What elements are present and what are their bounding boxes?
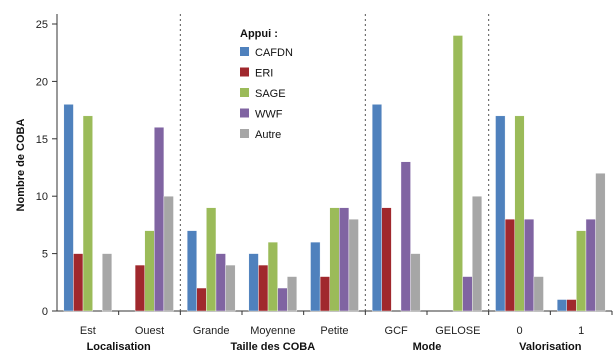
x-tick-label: GELOSE <box>435 325 480 337</box>
x-tick-label: 1 <box>578 325 584 337</box>
bar-sage <box>329 207 340 312</box>
legend-label-cafdn: CAFDN <box>255 47 293 59</box>
bar-wwf <box>524 218 535 312</box>
bar-wwf <box>215 253 226 312</box>
bar-cafdn <box>248 253 259 312</box>
y-tick-label: 10 <box>36 191 48 203</box>
x-tick-label: Ouest <box>135 325 164 337</box>
bar-eri <box>134 264 145 312</box>
bar-autre <box>595 173 606 312</box>
x-tick-label: Petite <box>320 325 348 337</box>
bar-sage <box>576 230 587 312</box>
bar-wwf <box>400 161 411 312</box>
bar-wwf <box>462 276 473 312</box>
y-tick-label: 20 <box>36 76 48 88</box>
legend-label-sage: SAGE <box>255 88 286 100</box>
bar-sage <box>144 230 155 312</box>
bar-cafdn <box>371 104 382 312</box>
legend-title: Appui : <box>240 28 278 40</box>
legend-swatch-sage <box>240 88 249 97</box>
x-tick-label: 0 <box>516 325 522 337</box>
bar-eri <box>504 218 515 312</box>
bar-autre <box>102 253 113 312</box>
bar-wwf <box>154 127 165 312</box>
bar-autre <box>348 218 359 312</box>
bar-sage <box>82 115 93 312</box>
bar-eri <box>73 253 84 312</box>
bar-eri <box>196 287 207 312</box>
bar-autre <box>163 195 174 312</box>
bar-eri <box>258 264 269 312</box>
bar-autre <box>287 276 298 312</box>
bar-eri <box>566 299 577 312</box>
legend-label-eri: ERI <box>255 68 273 80</box>
legend-swatch-autre <box>240 129 249 138</box>
x-tick-label: Grande <box>193 325 230 337</box>
bar-cafdn <box>310 241 321 312</box>
bar-sage <box>267 241 278 312</box>
bar-wwf <box>277 287 288 312</box>
bar-sage <box>514 115 525 312</box>
x-tick-label: GCF <box>385 325 409 337</box>
legend-swatch-wwf <box>240 108 249 118</box>
bar-autre <box>533 276 544 312</box>
bar-autre <box>225 264 236 312</box>
legend-label-autre: Autre <box>255 129 281 141</box>
bar-eri <box>319 276 330 312</box>
legend-swatch-eri <box>240 67 249 77</box>
bar-eri <box>381 207 392 312</box>
legend: Appui : CAFDN ERI SAGE WWF Autre <box>240 28 293 141</box>
group-label: Localisation <box>87 341 151 353</box>
bar-cafdn <box>495 115 506 312</box>
y-tick-label: 5 <box>42 249 48 261</box>
bar-wwf <box>585 218 596 312</box>
y-tick-label: 0 <box>42 306 48 318</box>
x-tick-label: Moyenne <box>250 325 295 337</box>
bar-wwf <box>339 207 350 312</box>
bar-autre <box>410 253 421 312</box>
bar-cafdn <box>63 104 74 312</box>
legend-label-wwf: WWF <box>255 109 283 121</box>
group-label: Taille des COBA <box>230 341 315 353</box>
y-tick-label: 15 <box>36 134 48 146</box>
bar-cafdn <box>186 230 197 312</box>
legend-swatch-cafdn <box>240 47 249 56</box>
y-axis-label: Nombre de COBA <box>15 118 27 211</box>
bar-cafdn <box>556 299 567 312</box>
group-label: Mode <box>413 341 442 353</box>
bar-sage <box>206 207 217 312</box>
x-tick-label: Est <box>80 325 96 337</box>
group-label: Valorisation <box>519 341 582 353</box>
bar-autre <box>472 195 483 312</box>
bar-sage <box>452 35 463 312</box>
y-tick-label: 25 <box>36 19 48 31</box>
